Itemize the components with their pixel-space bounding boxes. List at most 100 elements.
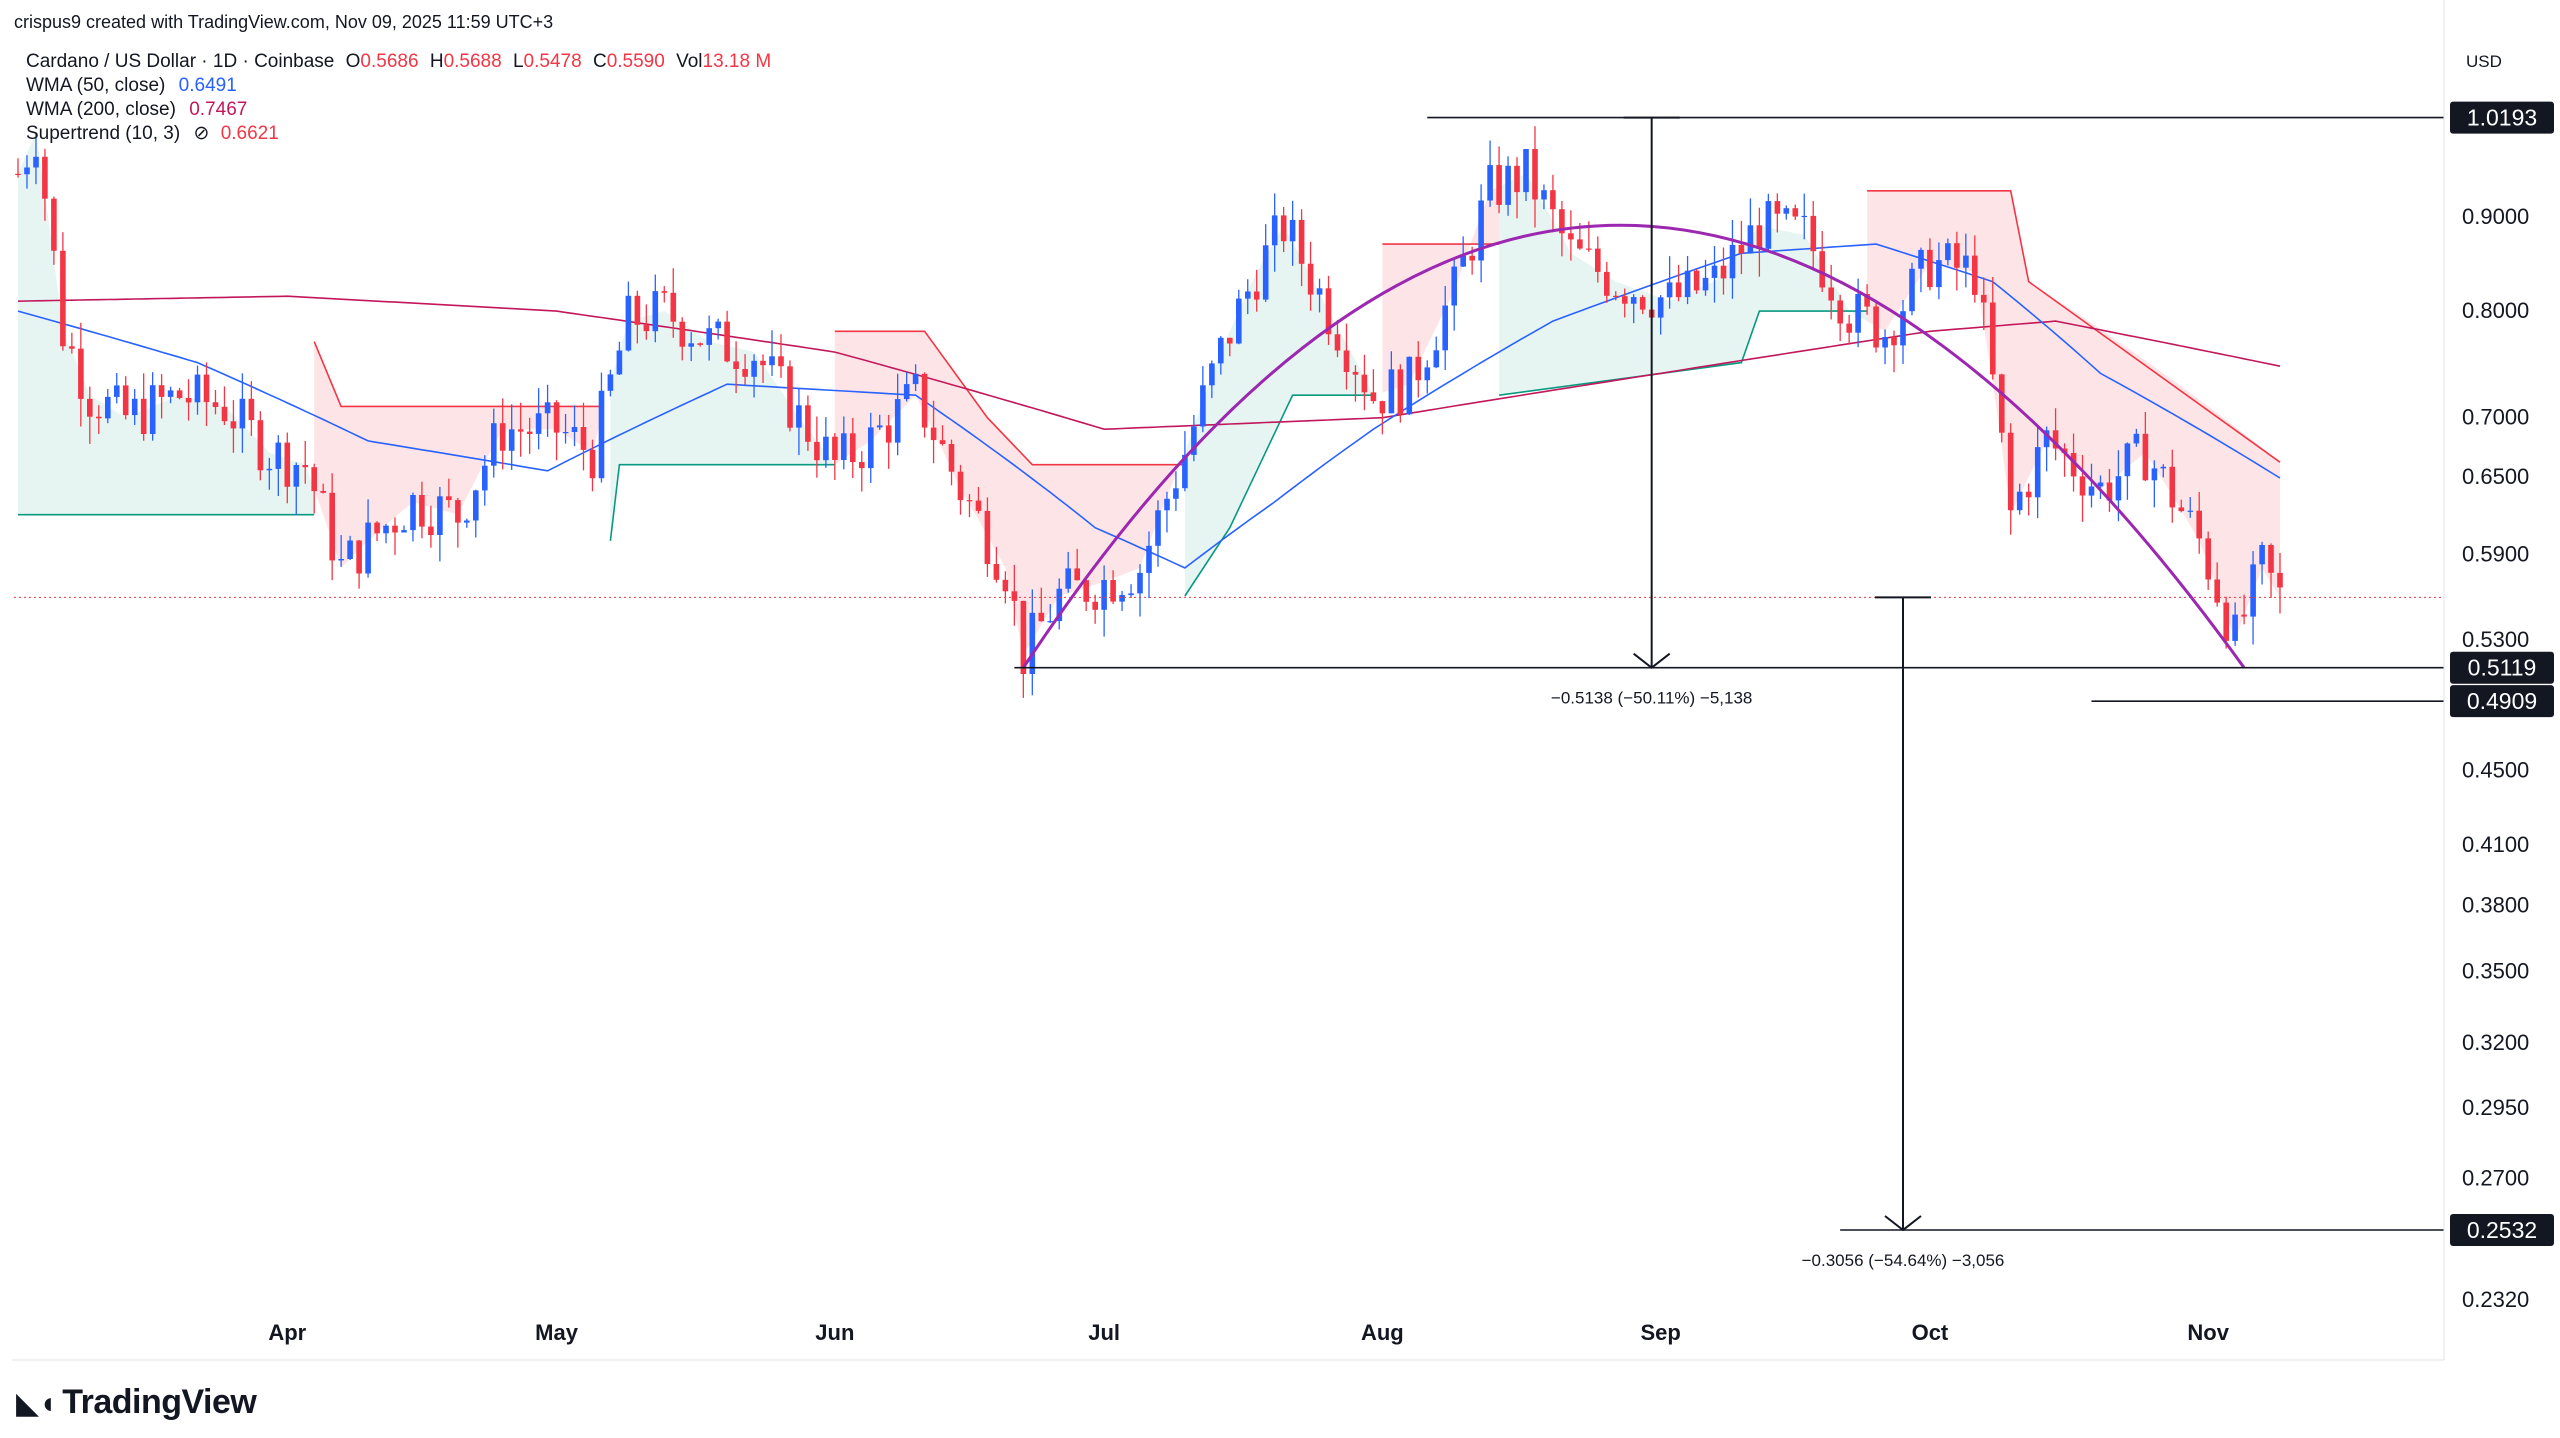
price-label-box-1 [2450,651,2554,684]
candle-body [2268,545,2274,573]
candle-body [733,361,739,369]
price-tick-1: 0.8000 [2462,298,2529,323]
candle-body [311,467,317,492]
candle-body [2241,614,2247,617]
wma50-label: WMA (50, close) [26,75,166,96]
candle-body [580,427,587,450]
candle-body [589,449,596,479]
candle-body [2277,572,2283,588]
candle-body [1379,401,1386,414]
candle-body [275,442,282,469]
candle-body [760,360,766,366]
supertrend-fill-2 [610,311,835,541]
candle-body [176,390,183,398]
supertrend-fill-5 [1382,186,1500,393]
candle-body [1325,288,1332,335]
price-tick-9: 0.3500 [2462,958,2529,983]
price-tick-5: 0.5300 [2462,627,2529,652]
candle-body [1496,165,1502,205]
drawings-layer: −0.5138 (−50.11%) −5,138 −0.3056 (−54.64%… [14,116,2444,1270]
supertrend-line-3 [834,330,1185,466]
candle-body [51,198,57,251]
candle-body [1397,369,1404,415]
symbol-legend[interactable]: Cardano / US Dollar · 1D · Coinbase O0.5… [26,50,771,74]
candle-body [2250,564,2256,617]
candle-body [1029,612,1036,674]
candle-body [1568,233,1574,240]
candle-body [392,525,398,533]
candle-body [535,413,542,434]
candle-body [1307,263,1314,295]
candle-body [2214,579,2220,603]
candle-body [1514,165,1520,193]
candle-body [1280,215,1287,242]
wma50-legend[interactable]: WMA (50, close) 0.6491 [26,74,237,98]
candle-body [1478,200,1484,261]
candle-body [1128,593,1134,596]
candle-body [1622,296,1628,304]
supertrend-fill-3 [834,331,1185,656]
candle-body [2034,447,2041,498]
candle-body [2259,545,2265,565]
candle-body [1487,165,1493,201]
price-tick-10: 0.3200 [2462,1030,2529,1055]
supertrend-line-4 [1184,394,1374,597]
time-tick-4: Aug [1361,1320,1404,1345]
candle-body [1137,572,1143,594]
supertrend-value: 0.6621 [220,123,279,144]
candle-body [1101,580,1107,610]
candle-body [185,398,192,403]
candle-body [1936,260,1942,288]
candle-body [1343,350,1350,372]
currency-label[interactable]: USD [2466,52,2502,71]
high-value: 0.5688 [443,51,502,72]
candle-body [42,156,48,199]
candle-body [1056,588,1063,622]
candle-body [428,526,434,535]
candle-body [2124,443,2131,477]
supertrend-line-1 [313,341,602,408]
candle-body [410,495,416,531]
candle-body [1424,367,1431,381]
candle-body [78,348,84,399]
candle-body [1289,219,1296,242]
candle-body [984,510,991,564]
time-tick-3: Jul [1088,1320,1120,1345]
candle-body [464,520,470,523]
candle-body [661,291,668,293]
candle-body [131,398,138,416]
supertrend-legend[interactable]: Supertrend (10, 3) ⊘ 0.6621 [26,122,279,146]
price-tick-6: 0.4500 [2462,758,2529,783]
candle-body [455,500,461,523]
candle-body [2232,614,2238,641]
candle-body [1990,302,1996,375]
candle-body [1738,244,1745,254]
price-tick-13: 0.2320 [2462,1287,2529,1312]
candle-body [1828,287,1834,301]
candle-body [60,250,66,347]
candle-body [966,500,973,502]
candle-body [1209,363,1215,386]
candle-body [697,343,703,345]
candle-body [1756,225,1763,249]
candle-body [158,385,165,397]
candle-body [1720,265,1727,279]
candle-body [1002,579,1009,592]
candle-body [679,321,686,347]
candle-body [814,441,820,461]
candle-body [1065,568,1071,589]
candle-body [1999,374,2005,433]
candle-body [1469,255,1475,261]
candle-body [1146,545,1152,573]
wma200-legend[interactable]: WMA (200, close) 0.7467 [26,98,247,122]
candle-body [2052,430,2059,449]
price-tick-0: 0.9000 [2462,204,2529,229]
candle-body [957,471,964,501]
measure-label-1: −0.3056 (−54.64%) −3,056 [1802,1251,2005,1270]
candle-body [482,465,488,491]
candle-body [796,405,802,428]
tradingview-logo[interactable]: ◣◖ TradingView [16,1383,257,1422]
candle-body [517,429,524,432]
